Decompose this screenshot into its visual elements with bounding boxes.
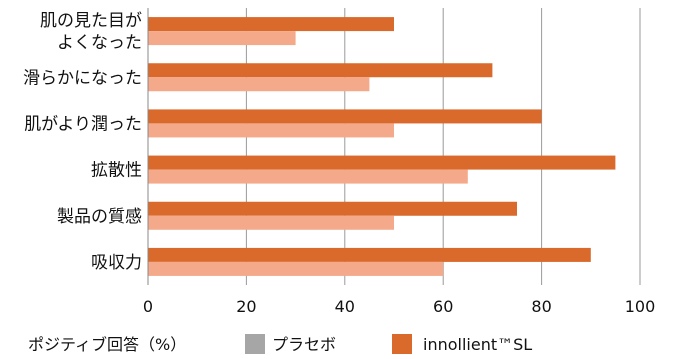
- bar-placebo: [148, 77, 370, 92]
- x-tick-label: 60: [433, 297, 453, 316]
- category-label: 肌がより潤った: [24, 114, 142, 134]
- bar-innollient: [148, 63, 493, 78]
- bars: [148, 17, 616, 276]
- x-tick-label: 20: [236, 297, 256, 316]
- category-label: 拡散性: [91, 161, 142, 181]
- category-label: 滑らかになった: [23, 68, 142, 88]
- bar-innollient: [148, 109, 542, 124]
- bar-placebo: [148, 31, 296, 46]
- bar-placebo: [148, 261, 444, 276]
- bar-innollient: [148, 155, 616, 170]
- legend-swatch-placebo: [245, 334, 265, 354]
- bar-placebo: [148, 123, 394, 138]
- grid-lines: [245, 8, 641, 285]
- bar-innollient: [148, 201, 517, 216]
- bar-innollient: [148, 247, 591, 262]
- x-tick-label: 0: [143, 297, 153, 316]
- x-tick-label: 80: [531, 297, 551, 316]
- x-tick-label: 40: [335, 297, 355, 316]
- legend-label-placebo: プラセボ: [272, 335, 336, 354]
- category-label: 製品の質感: [57, 207, 142, 227]
- legend: ポジティブ回答（%） プラセボ innollient™SL: [28, 334, 532, 354]
- category-label: 肌の見た目が: [40, 11, 142, 31]
- x-tick-label: 100: [625, 297, 656, 316]
- category-label: 吸収力: [91, 253, 142, 273]
- bar-innollient: [148, 17, 394, 32]
- legend-label-innollient: innollient™SL: [423, 335, 532, 354]
- bar-placebo: [148, 215, 394, 230]
- legend-swatch-innollient: [392, 334, 412, 354]
- legend-title: ポジティブ回答（%）: [28, 335, 186, 354]
- category-label: よくなった: [57, 33, 142, 53]
- x-tick-labels: 0 20 40 60 80 100: [143, 297, 655, 316]
- bar-placebo: [148, 169, 468, 184]
